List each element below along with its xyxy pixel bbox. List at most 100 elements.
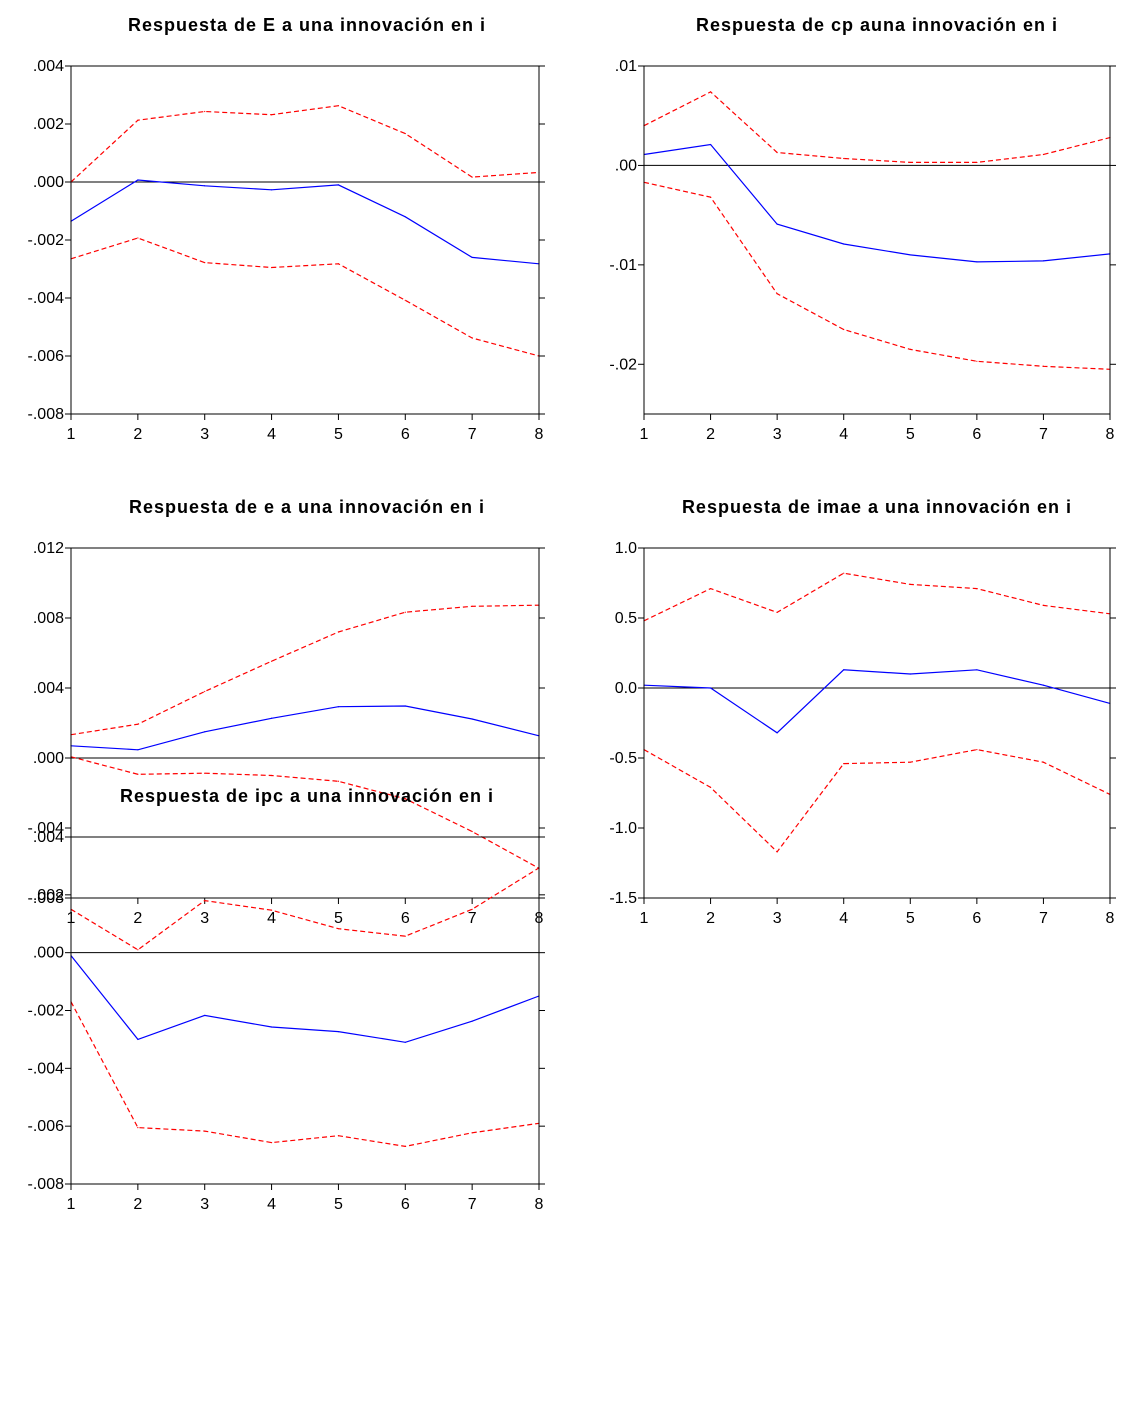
y-tick-label: -.004 bbox=[28, 290, 65, 307]
data-point bbox=[204, 900, 206, 902]
data-point bbox=[709, 687, 712, 689]
data-point bbox=[270, 114, 273, 116]
x-tick-label: 6 bbox=[401, 1196, 410, 1213]
x-tick-label: 1 bbox=[67, 426, 76, 443]
y-tick-label: .000 bbox=[33, 174, 64, 191]
data-point bbox=[204, 110, 206, 113]
chart-panel-3: Respuesta de e a una innovación en i .012… bbox=[28, 497, 545, 927]
data-point bbox=[270, 1142, 273, 1144]
plot-frame bbox=[643, 547, 1111, 899]
data-point bbox=[776, 611, 778, 614]
data-point bbox=[909, 761, 911, 763]
x-tick-label: 4 bbox=[267, 1196, 276, 1213]
y-tick-label: -.008 bbox=[28, 406, 65, 423]
response-line bbox=[70, 705, 540, 751]
data-point bbox=[137, 179, 139, 181]
data-point bbox=[337, 1031, 340, 1033]
y-tick-label: -.004 bbox=[28, 820, 65, 837]
data-point bbox=[404, 611, 406, 613]
x-tick-label: 6 bbox=[401, 910, 410, 927]
data-point bbox=[137, 1038, 139, 1041]
x-tick-label: 4 bbox=[839, 426, 848, 443]
x-tick-label: 2 bbox=[133, 1196, 142, 1213]
data-point bbox=[270, 909, 273, 911]
data-point bbox=[976, 161, 978, 164]
x-tick-label: 6 bbox=[972, 426, 981, 443]
data-point bbox=[204, 1014, 206, 1017]
data-point bbox=[337, 1135, 340, 1137]
y-tick-label: -.01 bbox=[609, 257, 637, 274]
x-tick-label: 2 bbox=[133, 426, 142, 443]
data-point bbox=[909, 161, 911, 164]
chart-panel-2: Respuesta de cp auna innovación en i .01.… bbox=[609, 15, 1116, 443]
y-tick-label: .002 bbox=[33, 887, 64, 904]
y-tick-label: .00 bbox=[615, 157, 637, 174]
y-tick-label: .000 bbox=[33, 750, 64, 767]
plot-frame bbox=[70, 836, 540, 1185]
data-point bbox=[1042, 365, 1045, 367]
x-tick-label: 5 bbox=[906, 910, 915, 927]
x-tick-label: 4 bbox=[267, 910, 276, 927]
x-tick-label: 6 bbox=[972, 910, 981, 927]
upper-band-line bbox=[70, 604, 540, 736]
data-point bbox=[709, 196, 712, 198]
data-point bbox=[337, 184, 340, 186]
data-point bbox=[776, 732, 778, 734]
data-point bbox=[471, 176, 473, 178]
data-point bbox=[1042, 260, 1045, 262]
data-point bbox=[843, 328, 845, 331]
data-point bbox=[976, 261, 978, 263]
data-point bbox=[909, 673, 911, 675]
x-tick-label: 8 bbox=[1106, 910, 1115, 927]
y-tick-label: 0.0 bbox=[615, 680, 637, 697]
data-point bbox=[137, 237, 139, 239]
data-point bbox=[204, 731, 206, 733]
data-point bbox=[709, 143, 712, 146]
data-point bbox=[204, 772, 206, 774]
x-tick-label: 8 bbox=[1106, 426, 1115, 443]
y-tick-label: .000 bbox=[33, 945, 64, 962]
y-tick-label: 0.5 bbox=[615, 610, 637, 627]
data-point bbox=[776, 223, 778, 225]
data-point bbox=[909, 254, 911, 256]
data-point bbox=[404, 798, 406, 800]
x-tick-label: 8 bbox=[535, 1196, 544, 1213]
plot-frame bbox=[70, 65, 540, 415]
data-point bbox=[909, 348, 911, 350]
data-point bbox=[404, 1041, 406, 1043]
x-tick-label: 3 bbox=[200, 1196, 209, 1213]
data-point bbox=[843, 243, 845, 245]
data-point bbox=[137, 723, 139, 725]
data-point bbox=[471, 908, 473, 910]
x-tick-label: 2 bbox=[706, 910, 715, 927]
data-point bbox=[270, 189, 273, 191]
data-point bbox=[776, 293, 778, 295]
data-point bbox=[337, 780, 340, 782]
data-point bbox=[471, 718, 473, 720]
data-point bbox=[843, 669, 845, 671]
data-point bbox=[471, 337, 473, 339]
data-point bbox=[471, 1132, 473, 1134]
data-point bbox=[709, 91, 712, 93]
data-point bbox=[1042, 684, 1045, 686]
y-tick-label: .004 bbox=[33, 829, 64, 846]
chart-panel-4: Respuesta de imae a una innovación en i 1… bbox=[609, 497, 1116, 927]
data-point bbox=[976, 669, 978, 671]
x-tick-label: 5 bbox=[334, 910, 343, 927]
x-tick-label: 3 bbox=[200, 910, 209, 927]
data-point bbox=[204, 262, 206, 264]
y-tick-label: .004 bbox=[33, 58, 64, 75]
x-tick-label: 2 bbox=[133, 910, 142, 927]
y-tick-label: 1.0 bbox=[615, 540, 637, 557]
data-point bbox=[976, 749, 978, 751]
response-line bbox=[70, 179, 540, 265]
data-point bbox=[337, 928, 340, 930]
data-point bbox=[471, 256, 473, 258]
y-tick-label: .004 bbox=[33, 680, 64, 697]
x-tick-label: 1 bbox=[67, 1196, 76, 1213]
data-point bbox=[709, 588, 712, 590]
response-line bbox=[70, 955, 540, 1043]
data-point bbox=[337, 706, 340, 708]
data-point bbox=[204, 1130, 206, 1132]
lower-band-line bbox=[70, 237, 540, 357]
